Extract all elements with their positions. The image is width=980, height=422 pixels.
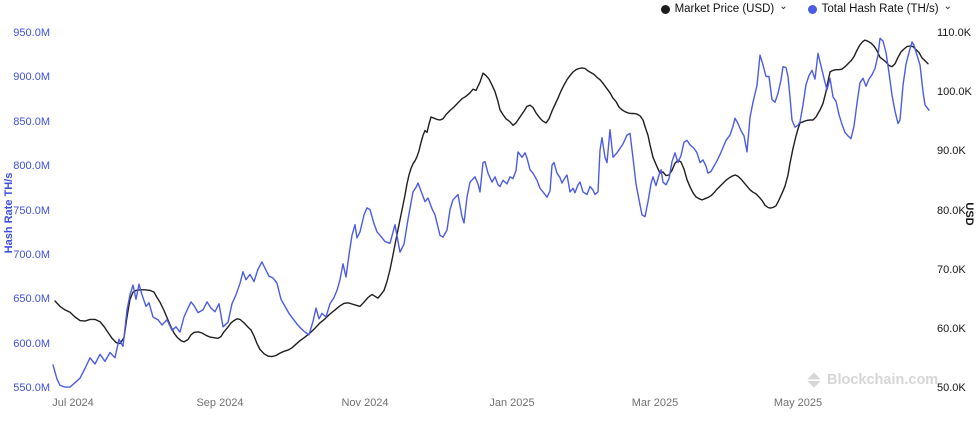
y-left-tick: 550.0M bbox=[13, 382, 50, 394]
y-left-tick: 700.0M bbox=[13, 248, 50, 261]
y-right-tick: 100.0K bbox=[937, 86, 972, 99]
y-right-tick: 80.0K bbox=[937, 204, 966, 217]
y-left-tick: 950.0M bbox=[13, 27, 50, 39]
blockchain-watermark[interactable]: Blockchain.com bbox=[806, 372, 938, 388]
hash-rate-dot-icon bbox=[807, 5, 817, 14]
y-left-tick: 750.0M bbox=[13, 204, 50, 217]
x-axis-tick: Jul 2024 bbox=[52, 397, 94, 409]
legend-label-total-hash-rate: Total Hash Rate (TH/s) bbox=[821, 3, 939, 15]
y-right-tick: 50.0K bbox=[937, 382, 966, 394]
legend-item-total-hash-rate[interactable]: Total Hash Rate (TH/s) ⌄ bbox=[807, 1, 952, 15]
x-axis-tick: Mar 2025 bbox=[631, 397, 679, 409]
y-left-tick: 600.0M bbox=[13, 337, 50, 350]
y-right-tick: 90.0K bbox=[937, 145, 966, 158]
y-left-tick: 800.0M bbox=[13, 160, 50, 173]
x-axis-tick: May 2025 bbox=[773, 397, 823, 409]
market-price-dot-icon bbox=[660, 5, 670, 14]
x-axis-tick: Nov 2024 bbox=[341, 397, 389, 409]
blockchain-logo-icon bbox=[807, 372, 821, 388]
y-left-tick: 900.0M bbox=[13, 71, 50, 84]
watermark-text: Blockchain.com bbox=[827, 372, 939, 388]
x-axis-tick: Jan 2025 bbox=[489, 397, 535, 409]
y-right-tick: 110.0K bbox=[937, 27, 972, 39]
y-right-tick: 60.0K bbox=[937, 322, 966, 335]
legend-label-market-price: Market Price (USD) bbox=[674, 3, 775, 15]
x-axis-tick: Sep 2024 bbox=[196, 397, 244, 409]
y-left-tick: 850.0M bbox=[13, 115, 50, 128]
chart-legend: Market Price (USD) ⌄ Total Hash Rate (TH… bbox=[660, 1, 952, 15]
chevron-down-icon[interactable]: ⌄ bbox=[779, 1, 788, 12]
y-left-tick: 650.0M bbox=[13, 293, 50, 306]
chevron-down-icon[interactable]: ⌄ bbox=[943, 1, 952, 12]
legend-item-market-price[interactable]: Market Price (USD) ⌄ bbox=[660, 1, 788, 15]
y-right-tick: 70.0K bbox=[937, 263, 966, 276]
series-line-market-price[interactable] bbox=[54, 39, 929, 358]
series-line-hash-rate[interactable] bbox=[52, 37, 930, 388]
